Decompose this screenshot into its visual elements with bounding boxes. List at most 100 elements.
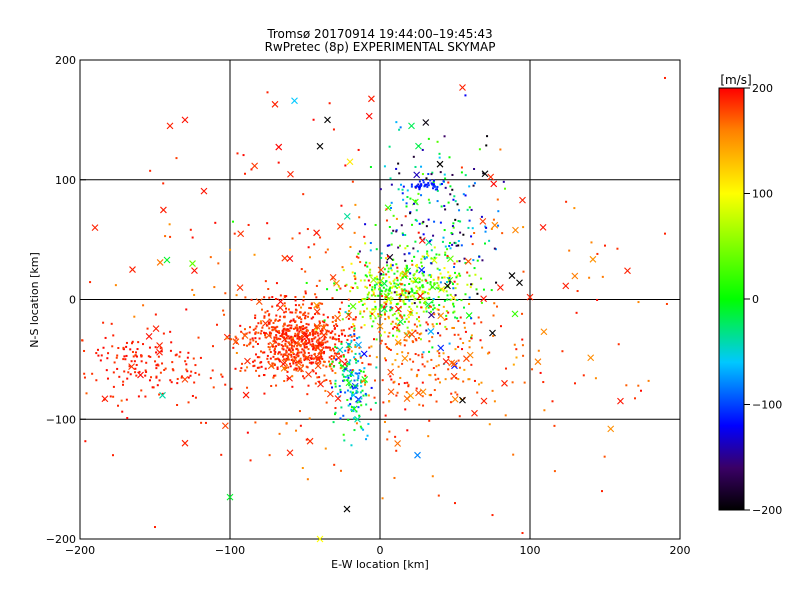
data-point-cross	[403, 395, 411, 403]
data-point	[417, 354, 420, 357]
data-point	[418, 333, 421, 336]
data-point	[412, 155, 415, 158]
data-point	[473, 167, 476, 170]
data-point	[399, 306, 402, 309]
data-point	[330, 354, 333, 357]
data-point	[370, 386, 373, 389]
data-point	[260, 361, 263, 364]
data-point	[439, 171, 442, 174]
x-tick-label: 200	[670, 544, 691, 557]
data-point	[315, 328, 318, 331]
data-point	[353, 324, 356, 327]
data-point	[452, 198, 455, 201]
data-point	[351, 391, 354, 394]
data-point	[419, 286, 422, 289]
data-point	[324, 346, 327, 349]
data-point	[481, 259, 484, 262]
data-point	[186, 370, 189, 373]
data-point	[397, 383, 400, 386]
data-point-cross	[313, 323, 321, 330]
data-point	[425, 225, 428, 228]
data-point	[267, 322, 270, 325]
data-point	[373, 300, 376, 303]
data-point	[360, 326, 363, 329]
data-point-cross	[511, 310, 519, 318]
data-point	[285, 422, 288, 425]
data-point	[354, 318, 357, 321]
data-point	[270, 332, 273, 335]
data-point	[417, 336, 420, 339]
data-point	[409, 211, 412, 214]
data-point	[398, 330, 401, 333]
data-point	[179, 351, 182, 354]
data-point	[390, 301, 393, 304]
data-point	[359, 356, 362, 359]
data-point	[171, 361, 174, 364]
data-point	[275, 384, 278, 387]
data-point	[326, 248, 329, 251]
data-point	[405, 265, 408, 268]
data-point	[123, 355, 126, 358]
data-point	[421, 255, 424, 258]
data-point	[298, 344, 301, 347]
data-point	[248, 343, 251, 346]
data-point	[372, 293, 375, 296]
data-point	[390, 207, 393, 210]
data-point-cross	[163, 256, 171, 264]
data-point	[247, 223, 250, 226]
data-point	[292, 353, 295, 356]
data-point-cross	[286, 449, 294, 457]
data-point	[331, 320, 334, 323]
data-point	[427, 198, 430, 201]
data-point	[576, 290, 579, 293]
data-point	[331, 316, 334, 319]
data-point-cross	[271, 100, 279, 108]
data-point	[293, 368, 296, 371]
data-point	[190, 370, 193, 373]
data-point	[369, 268, 372, 271]
data-point	[323, 319, 326, 322]
data-point	[408, 299, 411, 302]
data-point	[263, 392, 266, 395]
data-point	[445, 280, 448, 283]
data-point	[116, 367, 119, 370]
data-point	[596, 252, 599, 255]
data-point	[386, 244, 389, 247]
data-point-cross	[343, 213, 351, 220]
data-point	[274, 319, 277, 322]
data-point	[111, 345, 114, 348]
data-point-cross	[255, 298, 263, 306]
data-point	[342, 433, 345, 436]
data-point	[425, 279, 428, 282]
data-point	[306, 366, 309, 369]
data-point	[410, 308, 413, 311]
data-point	[363, 383, 366, 386]
data-point	[294, 367, 297, 370]
data-point	[333, 352, 336, 355]
data-point	[122, 380, 125, 383]
data-point	[252, 365, 255, 368]
data-point-cross	[607, 425, 615, 433]
data-point	[444, 325, 447, 328]
data-point	[142, 304, 145, 307]
data-point	[312, 331, 315, 334]
data-point-cross	[91, 224, 99, 232]
data-point	[123, 370, 126, 373]
data-point	[317, 334, 320, 337]
data-point	[320, 341, 323, 344]
data-point	[342, 329, 345, 332]
data-point	[330, 362, 333, 365]
data-point	[270, 319, 273, 322]
data-point	[274, 358, 277, 361]
data-point	[409, 295, 412, 298]
data-point-cross	[489, 329, 496, 337]
data-point	[305, 333, 308, 336]
data-point	[419, 236, 422, 239]
x-tick-label: 0	[377, 544, 384, 557]
data-point	[387, 317, 390, 320]
data-point	[303, 331, 306, 334]
data-point	[307, 323, 310, 326]
data-point	[401, 276, 404, 279]
data-point	[395, 217, 398, 220]
